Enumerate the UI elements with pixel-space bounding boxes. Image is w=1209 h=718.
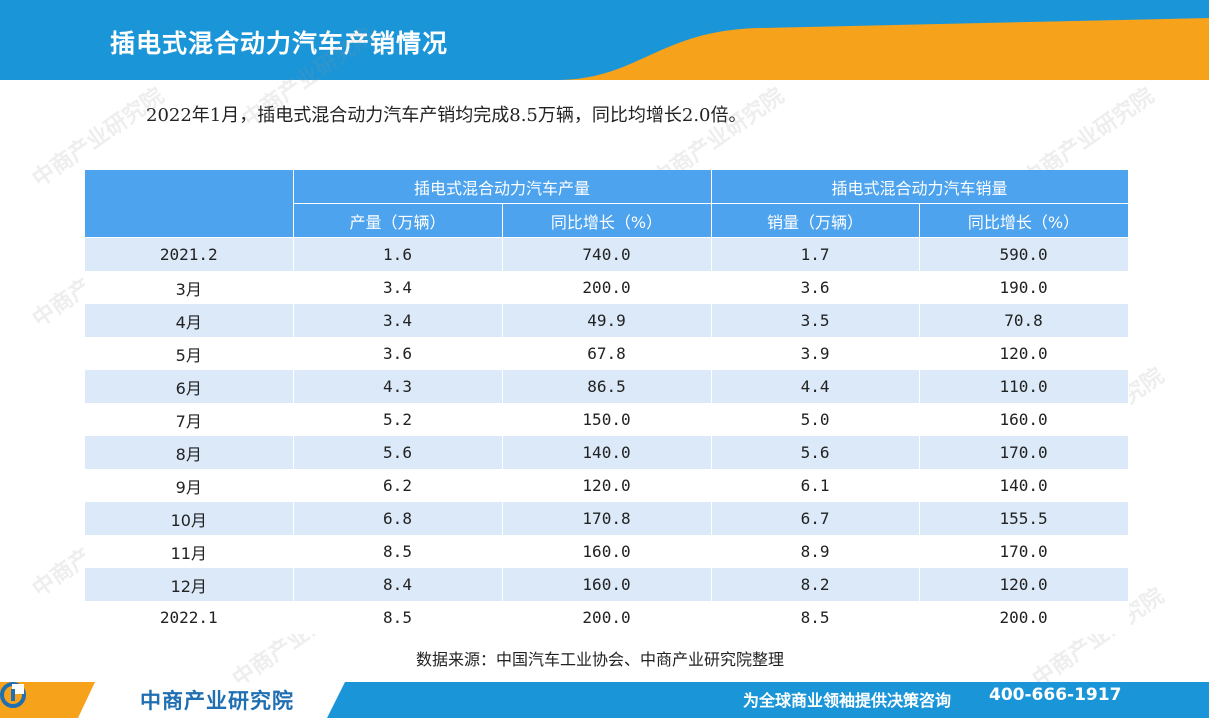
footer-background	[0, 682, 1209, 718]
column-header-production: 产量（万辆）	[293, 203, 503, 238]
table-row: 8月 5.6 140.0 5.6 170.0	[85, 436, 1129, 469]
production-value: 5.6	[293, 436, 503, 469]
sales-value: 3.6	[711, 271, 920, 304]
footer-slogan: 为全球商业领袖提供决策咨询	[743, 691, 952, 710]
column-header-sales-growth: 同比增长（%）	[919, 203, 1129, 238]
production-growth: 49.9	[502, 304, 712, 337]
production-growth: 740.0	[502, 237, 712, 271]
production-growth: 200.0	[502, 271, 712, 304]
row-period: 8月	[85, 436, 294, 469]
row-period: 2021.2	[85, 237, 294, 271]
sales-growth: 170.0	[919, 535, 1129, 568]
row-period: 6月	[85, 370, 294, 403]
table-row: 2022.1 8.5 200.0 8.5 200.0	[85, 601, 1129, 634]
sales-growth: 170.0	[919, 436, 1129, 469]
production-growth: 67.8	[502, 337, 712, 370]
table-corner-cell	[85, 170, 294, 238]
production-value: 3.4	[293, 271, 503, 304]
sales-growth: 155.5	[919, 502, 1129, 535]
production-growth: 140.0	[502, 436, 712, 469]
table-row: 11月 8.5 160.0 8.9 170.0	[85, 535, 1129, 568]
sales-value: 3.9	[711, 337, 920, 370]
production-value: 5.2	[293, 403, 503, 436]
production-growth: 160.0	[502, 535, 712, 568]
row-period: 2022.1	[85, 601, 294, 634]
sales-value: 8.9	[711, 535, 920, 568]
production-value: 6.8	[293, 502, 503, 535]
table-row: 9月 6.2 120.0 6.1 140.0	[85, 469, 1129, 502]
sales-growth: 190.0	[919, 271, 1129, 304]
sales-value: 6.1	[711, 469, 920, 502]
table-row: 4月 3.4 49.9 3.5 70.8	[85, 304, 1129, 337]
table-row: 3月 3.4 200.0 3.6 190.0	[85, 271, 1129, 304]
group-header-sales: 插电式混合动力汽车销量	[711, 170, 1129, 204]
sales-growth: 160.0	[919, 403, 1129, 436]
production-value: 1.6	[293, 237, 503, 271]
header-background	[0, 0, 1209, 80]
company-logo-icon	[0, 682, 26, 708]
data-source-note: 数据来源：中国汽车工业协会、中商产业研究院整理	[416, 650, 785, 669]
production-sales-table: 插电式混合动力汽车产量 插电式混合动力汽车销量 产量（万辆） 同比增长（%） 销…	[85, 170, 1129, 634]
table-row: 10月 6.8 170.8 6.7 155.5	[85, 502, 1129, 535]
table-row: 12月 8.4 160.0 8.2 120.0	[85, 568, 1129, 601]
table-row: 5月 3.6 67.8 3.9 120.0	[85, 337, 1129, 370]
production-growth: 150.0	[502, 403, 712, 436]
row-period: 7月	[85, 403, 294, 436]
sales-growth: 120.0	[919, 337, 1129, 370]
company-logo-text: 中商产业研究院	[140, 689, 294, 713]
table-row: 7月 5.2 150.0 5.0 160.0	[85, 403, 1129, 436]
production-growth: 120.0	[502, 469, 712, 502]
sales-value: 5.0	[711, 403, 920, 436]
row-period: 12月	[85, 568, 294, 601]
page-title: 插电式混合动力汽车产销情况	[110, 29, 449, 58]
column-header-sales: 销量（万辆）	[711, 203, 920, 238]
table-group-header-row: 插电式混合动力汽车产量 插电式混合动力汽车销量	[85, 170, 1129, 238]
production-value: 8.5	[293, 535, 503, 568]
row-period: 3月	[85, 271, 294, 304]
summary-text: 2022年1月，插电式混合动力汽车产销均完成8.5万辆，同比均增长2.0倍。	[146, 105, 747, 126]
production-value: 3.6	[293, 337, 503, 370]
sales-value: 1.7	[711, 237, 920, 271]
production-value: 8.4	[293, 568, 503, 601]
sales-value: 5.6	[711, 436, 920, 469]
sales-value: 4.4	[711, 370, 920, 403]
sales-growth: 200.0	[919, 601, 1129, 634]
production-value: 3.4	[293, 304, 503, 337]
production-growth: 86.5	[502, 370, 712, 403]
sales-growth: 590.0	[919, 237, 1129, 271]
table-row: 6月 4.3 86.5 4.4 110.0	[85, 370, 1129, 403]
production-value: 6.2	[293, 469, 503, 502]
production-growth: 160.0	[502, 568, 712, 601]
row-period: 11月	[85, 535, 294, 568]
row-period: 5月	[85, 337, 294, 370]
footer-bar: 中商产业研究院 为全球商业领袖提供决策咨询 400-666-1917	[0, 682, 1209, 718]
sales-growth: 70.8	[919, 304, 1129, 337]
sales-growth: 110.0	[919, 370, 1129, 403]
sales-growth: 140.0	[919, 469, 1129, 502]
production-growth: 200.0	[502, 601, 712, 634]
footer-phone: 400-666-1917	[989, 685, 1122, 705]
production-value: 8.5	[293, 601, 503, 634]
column-header-production-growth: 同比增长（%）	[502, 203, 712, 238]
sales-growth: 120.0	[919, 568, 1129, 601]
sales-value: 3.5	[711, 304, 920, 337]
production-value: 4.3	[293, 370, 503, 403]
row-period: 9月	[85, 469, 294, 502]
row-period: 10月	[85, 502, 294, 535]
table-sub-header-row: 产量（万辆） 同比增长（%） 销量（万辆） 同比增长（%）	[85, 203, 1129, 238]
sales-value: 8.2	[711, 568, 920, 601]
production-growth: 170.8	[502, 502, 712, 535]
table-row: 2021.2 1.6 740.0 1.7 590.0	[85, 237, 1129, 271]
header-banner: 插电式混合动力汽车产销情况	[0, 0, 1209, 80]
sales-value: 8.5	[711, 601, 920, 634]
group-header-production: 插电式混合动力汽车产量	[293, 170, 712, 204]
sales-value: 6.7	[711, 502, 920, 535]
row-period: 4月	[85, 304, 294, 337]
